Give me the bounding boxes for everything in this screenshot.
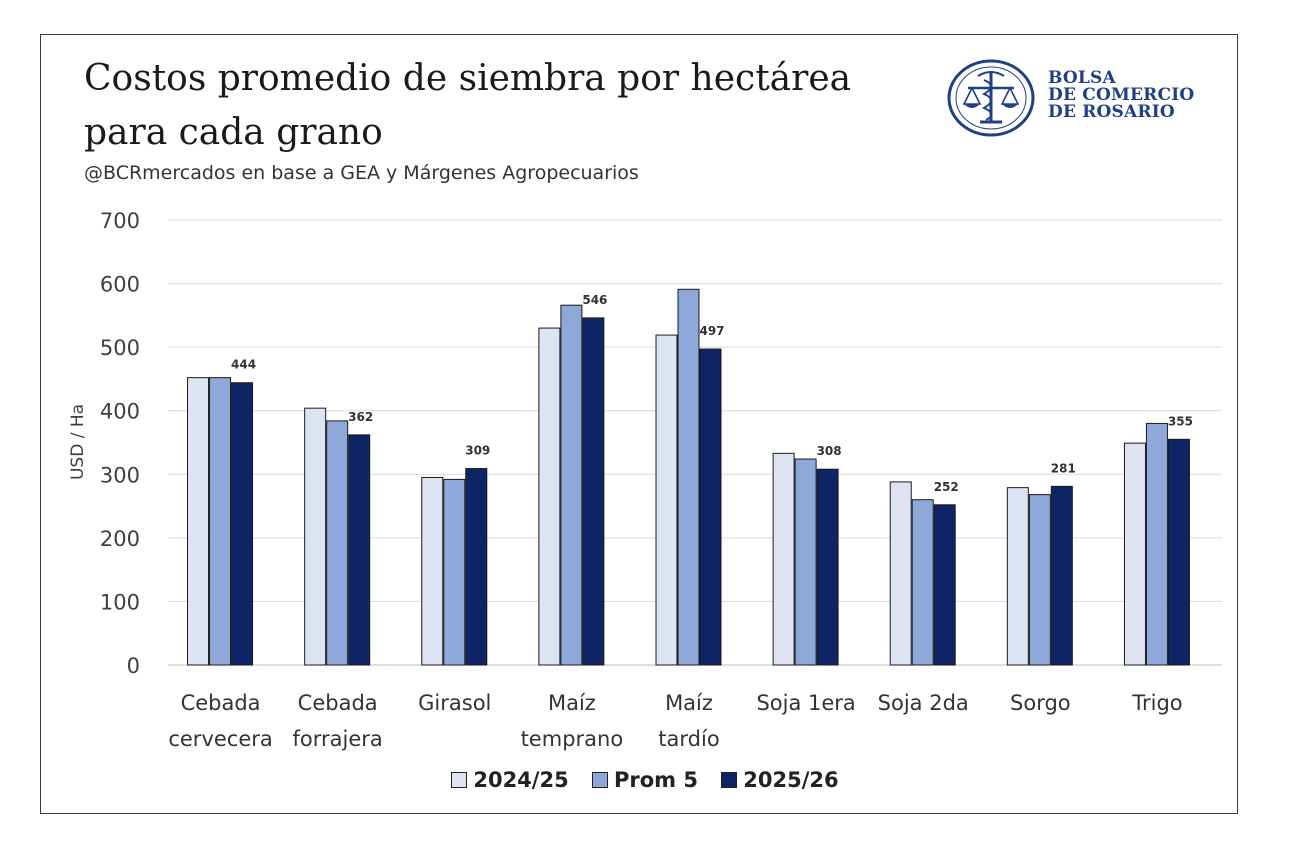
y-axis-label: USD / Ha [68,404,88,480]
bar-2024-25 [655,334,678,666]
bar-prom-5 [1028,494,1051,666]
x-tick-label: Cebada [298,691,378,715]
bar-2025-26 [582,317,605,666]
legend-label-2025-26: 2025/26 [743,768,839,792]
bar-2025-26 [699,348,722,666]
bar-2024-25 [1123,442,1146,666]
bar-2024-25 [304,407,327,666]
x-tick-label: Soja 2da [878,691,969,715]
data-label: 355 [1168,414,1193,428]
bar-2024-25 [1006,487,1029,666]
x-tick-label: Girasol [418,691,491,715]
chart-title: Costos promedio de siembra por hectárea … [84,58,852,153]
y-tick-label: 200 [100,527,140,551]
data-label: 281 [1051,461,1076,475]
y-tick-label: 100 [100,590,140,614]
bar-2025-26 [816,468,839,666]
legend-item-2024-25: 2024/25 [451,768,569,792]
bar-2024-25 [421,476,444,666]
legend-swatch-2024-25 [451,772,468,788]
legend-label-prom5: Prom 5 [614,768,698,792]
x-tick-label: temprano [521,727,624,751]
x-tick-label: forrajera [293,727,383,751]
x-tick-label: Trigo [1131,691,1182,715]
logo-line-2: DE COMERCIO [1048,85,1195,105]
bar-2025-26 [231,382,254,666]
y-tick-label: 0 [127,654,140,678]
bar-2024-25 [538,327,561,666]
chart-legend: 2024/25 Prom 5 2025/26 [0,768,1290,793]
data-label: 362 [348,410,373,424]
legend-label-2024-25: 2024/25 [473,768,569,792]
y-tick-label: 500 [100,336,140,360]
bcr-logo-text: BOLSA DE COMERCIO DE ROSARIO [1048,70,1194,121]
bar-2025-26 [348,434,371,666]
legend-swatch-prom5 [592,772,608,788]
bars-layer [187,288,1190,666]
bar-2025-26 [933,504,956,666]
logo-line-3: DE ROSARIO [1048,102,1175,122]
data-label: 308 [817,444,842,458]
bar-2024-25 [889,481,912,666]
legend-item-2025-26: 2025/26 [721,768,839,792]
labels-layer: 0 100 200 300 400 500 600 700 444 Cebada cervecera… [100,209,1193,751]
x-tick-label: Soja 1era [756,691,855,715]
x-tick-label: Maíz [665,691,713,715]
x-tick-label: cervecera [168,727,272,751]
legend-swatch-2025-26 [721,772,738,788]
bar-2024-25 [772,452,795,666]
y-tick-label: 300 [100,463,140,487]
y-tick-label: 700 [100,209,140,233]
bar-prom-5 [326,420,349,666]
bar-prom-5 [677,288,700,666]
data-label: 546 [582,293,607,307]
bar-2024-25 [187,377,210,666]
bar-prom-5 [209,377,232,666]
data-label: 497 [699,324,724,338]
y-tick-label: 600 [100,273,140,297]
bar-prom-5 [1145,422,1168,666]
logo-line-1: BOLSA [1048,68,1116,88]
bar-prom-5 [443,478,466,666]
bar-prom-5 [560,304,583,666]
chart-subtitle: @BCRmercados en base a GEA y Márgenes Ag… [84,162,639,184]
bar-prom-5 [794,458,817,666]
bar-2025-26 [1050,485,1073,666]
bar-2025-26 [1167,438,1190,666]
x-tick-label: tardío [658,727,719,751]
x-tick-label: Maíz [548,691,596,715]
data-label: 252 [934,480,959,494]
x-tick-label: Cebada [181,691,261,715]
bar-2025-26 [465,468,488,666]
bcr-logo-icon [947,59,1035,137]
data-label: 309 [465,444,490,458]
y-tick-label: 400 [100,400,140,424]
legend-item-prom5: Prom 5 [592,768,698,792]
data-label: 444 [231,358,256,372]
x-tick-label: Sorgo [1010,691,1071,715]
bar-prom-5 [911,499,934,666]
